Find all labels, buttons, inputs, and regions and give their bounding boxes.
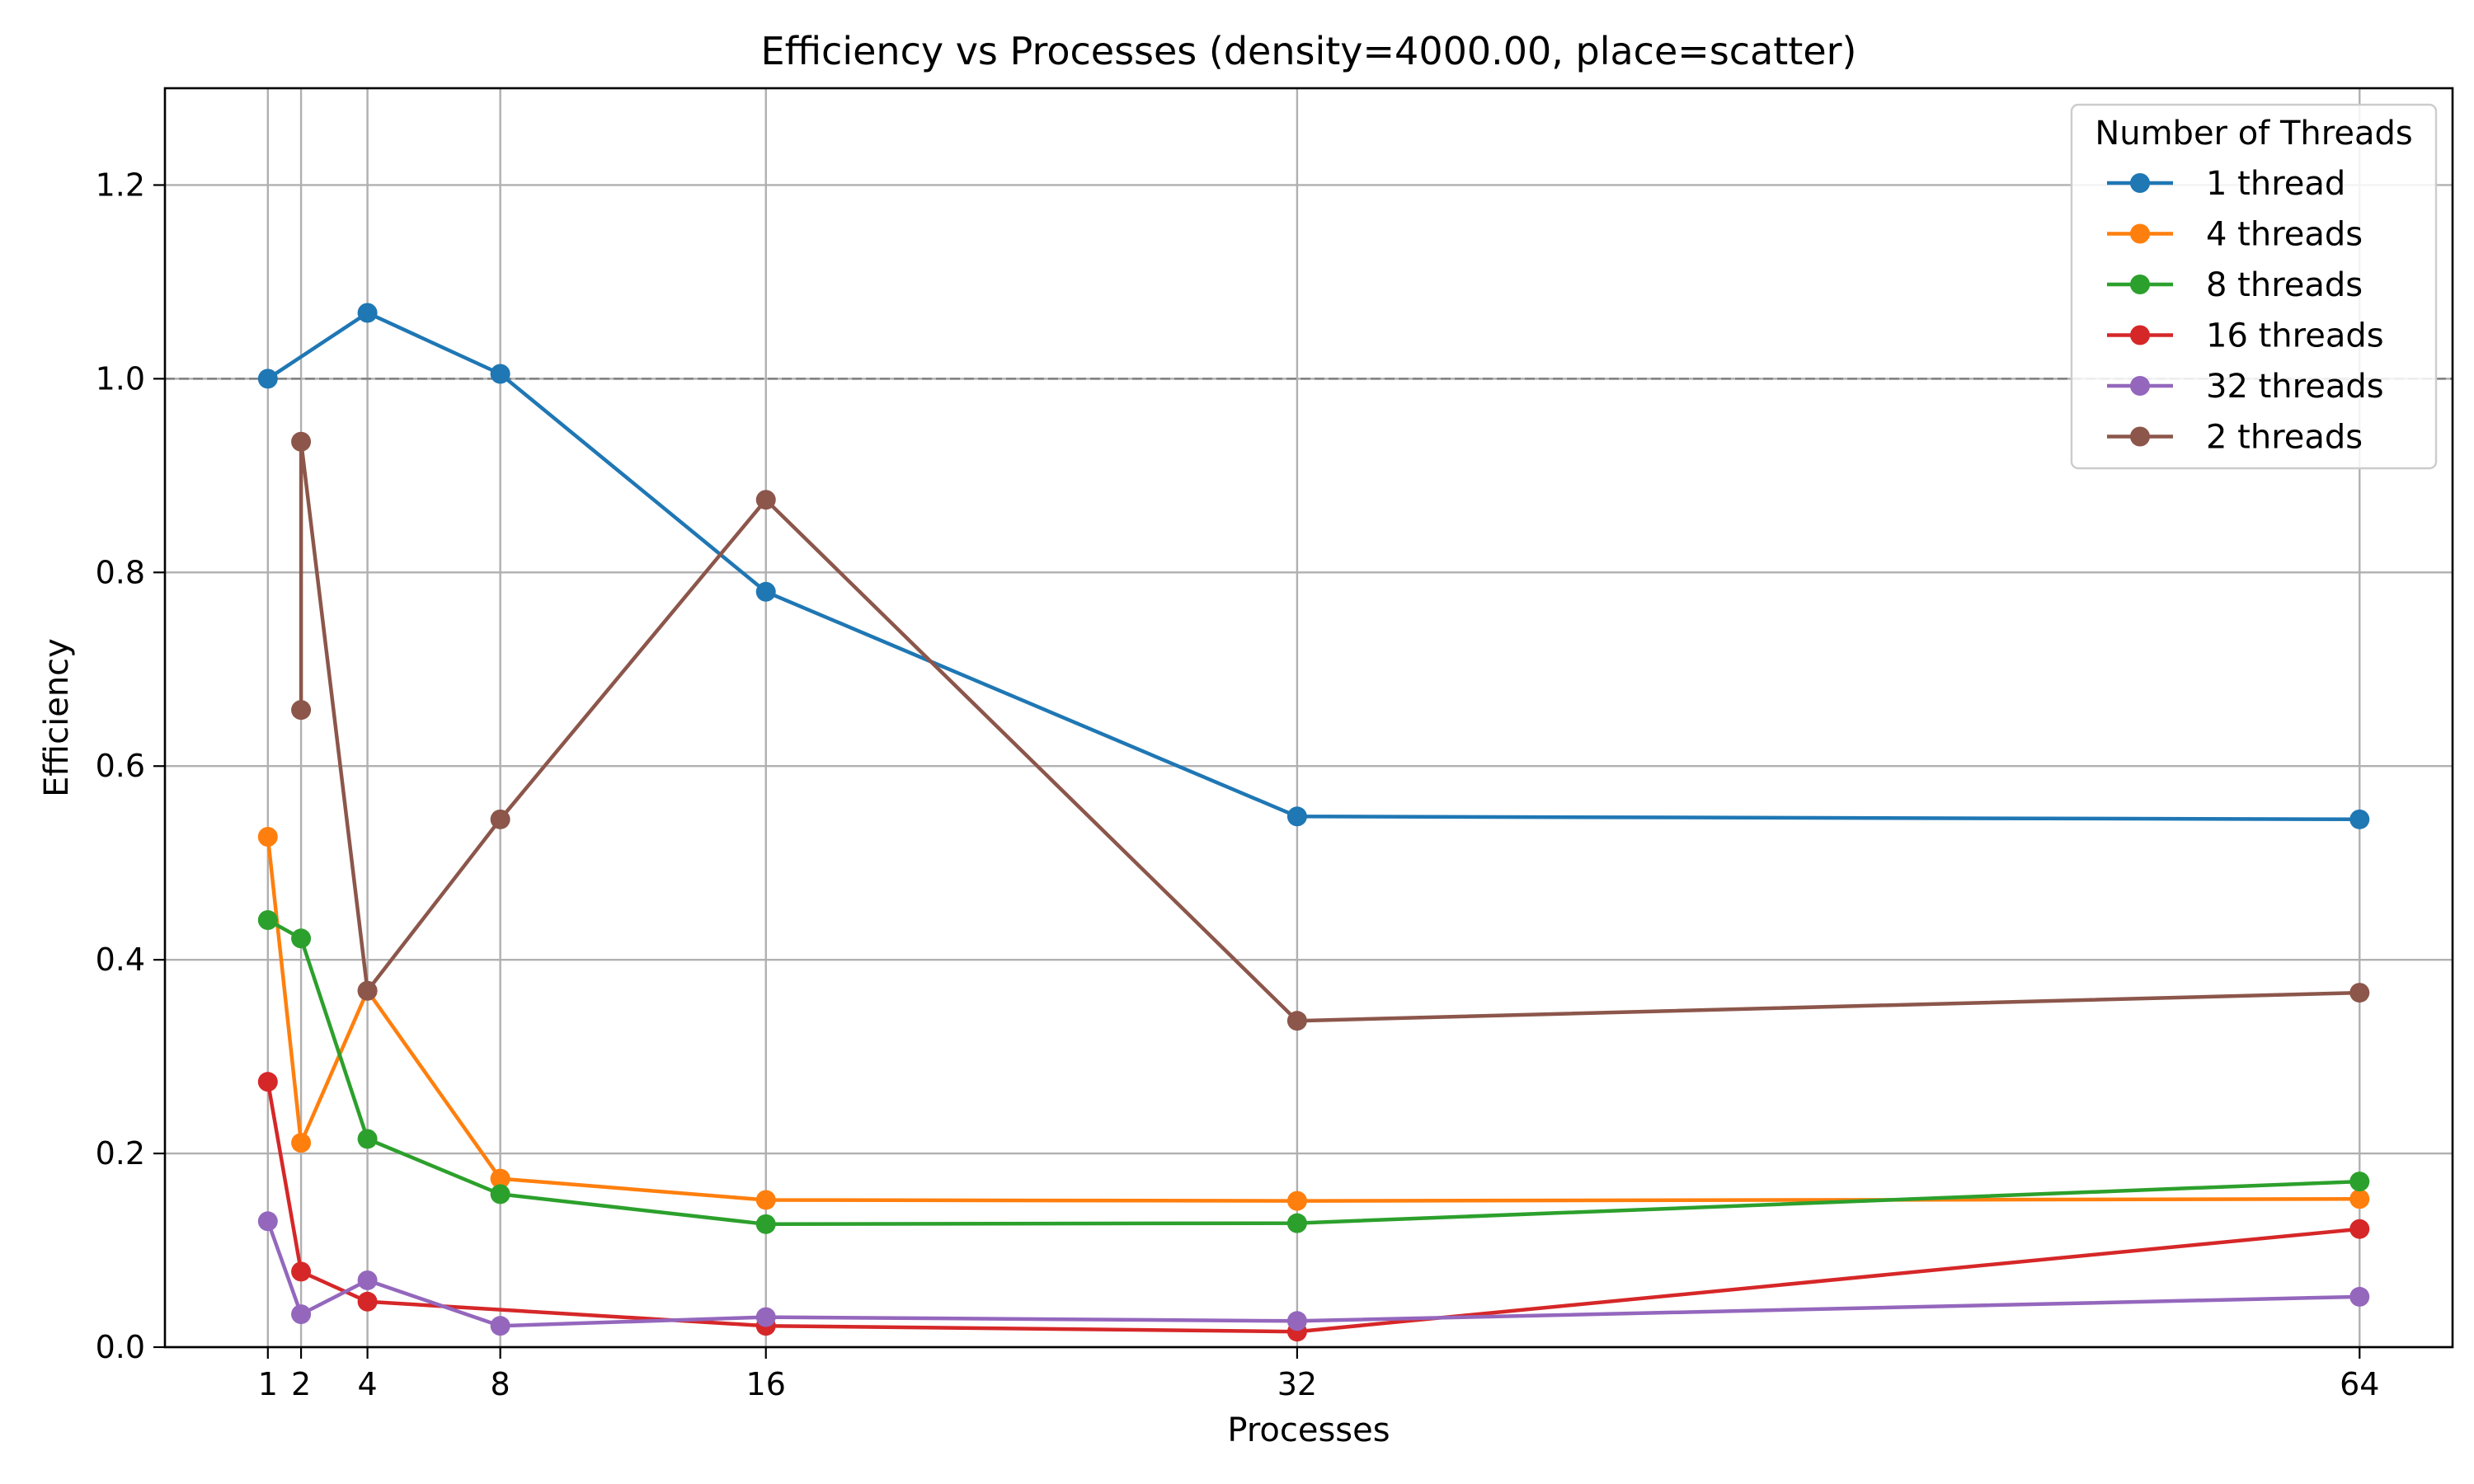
data-point <box>357 980 378 1001</box>
data-point <box>2349 1172 2370 1192</box>
x-tick-label: 8 <box>491 1366 510 1402</box>
series-16-threads <box>257 1072 2370 1342</box>
legend-entry: 1 thread <box>2107 165 2345 203</box>
x-tick-label: 2 <box>291 1366 311 1402</box>
data-point <box>1286 1311 1307 1331</box>
x-tick-label: 64 <box>2340 1366 2379 1402</box>
x-tick-label: 4 <box>357 1366 377 1402</box>
data-point <box>755 1307 776 1327</box>
data-point <box>357 303 378 323</box>
data-point <box>2349 1219 2370 1239</box>
series-line <box>266 311 2360 822</box>
legend: Number of Threads 1 thread 4 threads 8 thr… <box>2070 103 2438 470</box>
data-point <box>291 431 312 452</box>
axes-layer: 1 2 4 8 16 32 64 0.0 0.2 0.4 0.6 0.8 1.0 1.2 <box>96 87 2454 1402</box>
data-point <box>291 1133 312 1153</box>
series-layer <box>257 303 2370 1342</box>
y-tick-label: 0.8 <box>96 554 145 590</box>
series-line <box>299 439 2360 1023</box>
legend-entry: 32 threads <box>2107 368 2384 406</box>
legend-label: 2 threads <box>2206 419 2363 457</box>
y-axis-label: Efficiency <box>38 638 76 797</box>
data-point <box>490 1168 510 1189</box>
legend-label: 4 threads <box>2206 216 2363 254</box>
legend-marker <box>2130 426 2150 447</box>
legend-marker <box>2130 223 2150 244</box>
data-point <box>357 1291 378 1312</box>
plot-frame <box>163 87 2454 1349</box>
legend-marker <box>2130 325 2150 345</box>
series-4-threads <box>257 826 2370 1211</box>
data-point <box>755 581 776 602</box>
series-32-threads <box>257 1211 2370 1336</box>
series-1-thread <box>257 303 2370 829</box>
data-point <box>490 364 510 384</box>
chart-title: Efficiency vs Processes (density=4000.00… <box>761 29 1857 73</box>
data-point <box>755 490 776 510</box>
legend-entry: 4 threads <box>2107 216 2363 254</box>
data-point <box>357 1129 378 1149</box>
data-point <box>257 1072 278 1092</box>
legend-entry: 2 threads <box>2107 419 2363 457</box>
data-point <box>490 1184 510 1205</box>
legend-marker <box>2130 275 2150 294</box>
legend-label: 16 threads <box>2206 317 2384 355</box>
data-point <box>257 826 278 847</box>
series-line <box>266 918 2360 1227</box>
y-tick-label: 0.0 <box>96 1329 145 1365</box>
legend-marker <box>2130 173 2150 193</box>
data-point <box>291 700 312 721</box>
legend-box <box>2070 103 2438 470</box>
y-tick-label: 1.2 <box>96 167 145 203</box>
x-axis-label: Processes <box>1227 1411 1390 1449</box>
data-point <box>1286 1011 1307 1031</box>
data-point <box>755 1214 776 1234</box>
data-point <box>1286 1213 1307 1233</box>
legend-entry: 8 threads <box>2107 266 2363 304</box>
series-line <box>266 1220 2360 1328</box>
data-point <box>357 1270 378 1290</box>
legend-label: 1 thread <box>2206 165 2345 203</box>
data-point <box>257 1211 278 1232</box>
data-point <box>1286 806 1307 827</box>
legend-marker <box>2130 376 2150 396</box>
x-tick-label: 1 <box>258 1366 278 1402</box>
data-point <box>257 369 278 389</box>
series-8-threads <box>257 909 2370 1234</box>
legend-entry: 16 threads <box>2107 317 2384 355</box>
y-tick-label: 0.2 <box>96 1135 145 1172</box>
legend-label: 8 threads <box>2206 266 2363 304</box>
data-point <box>2349 1189 2370 1209</box>
data-point <box>2349 809 2370 829</box>
y-tick-label: 0.4 <box>96 942 145 978</box>
x-tick-label: 32 <box>1277 1366 1317 1402</box>
y-tick-label: 1.0 <box>96 360 145 397</box>
data-point <box>2349 983 2370 1003</box>
data-point <box>755 1190 776 1210</box>
data-point <box>291 928 312 949</box>
data-point <box>1286 1190 1307 1211</box>
series-line <box>266 1081 2360 1334</box>
legend-title: Number of Threads <box>2095 115 2412 153</box>
legend-label: 32 threads <box>2206 368 2384 406</box>
data-point <box>291 1261 312 1282</box>
series-2-threads <box>291 431 2370 1031</box>
data-point <box>490 809 510 829</box>
y-tick-label: 0.6 <box>96 748 145 784</box>
data-point <box>2349 1286 2370 1307</box>
data-point <box>291 1304 312 1325</box>
x-tick-label: 16 <box>746 1366 786 1402</box>
data-point <box>257 909 278 930</box>
data-point <box>490 1316 510 1336</box>
